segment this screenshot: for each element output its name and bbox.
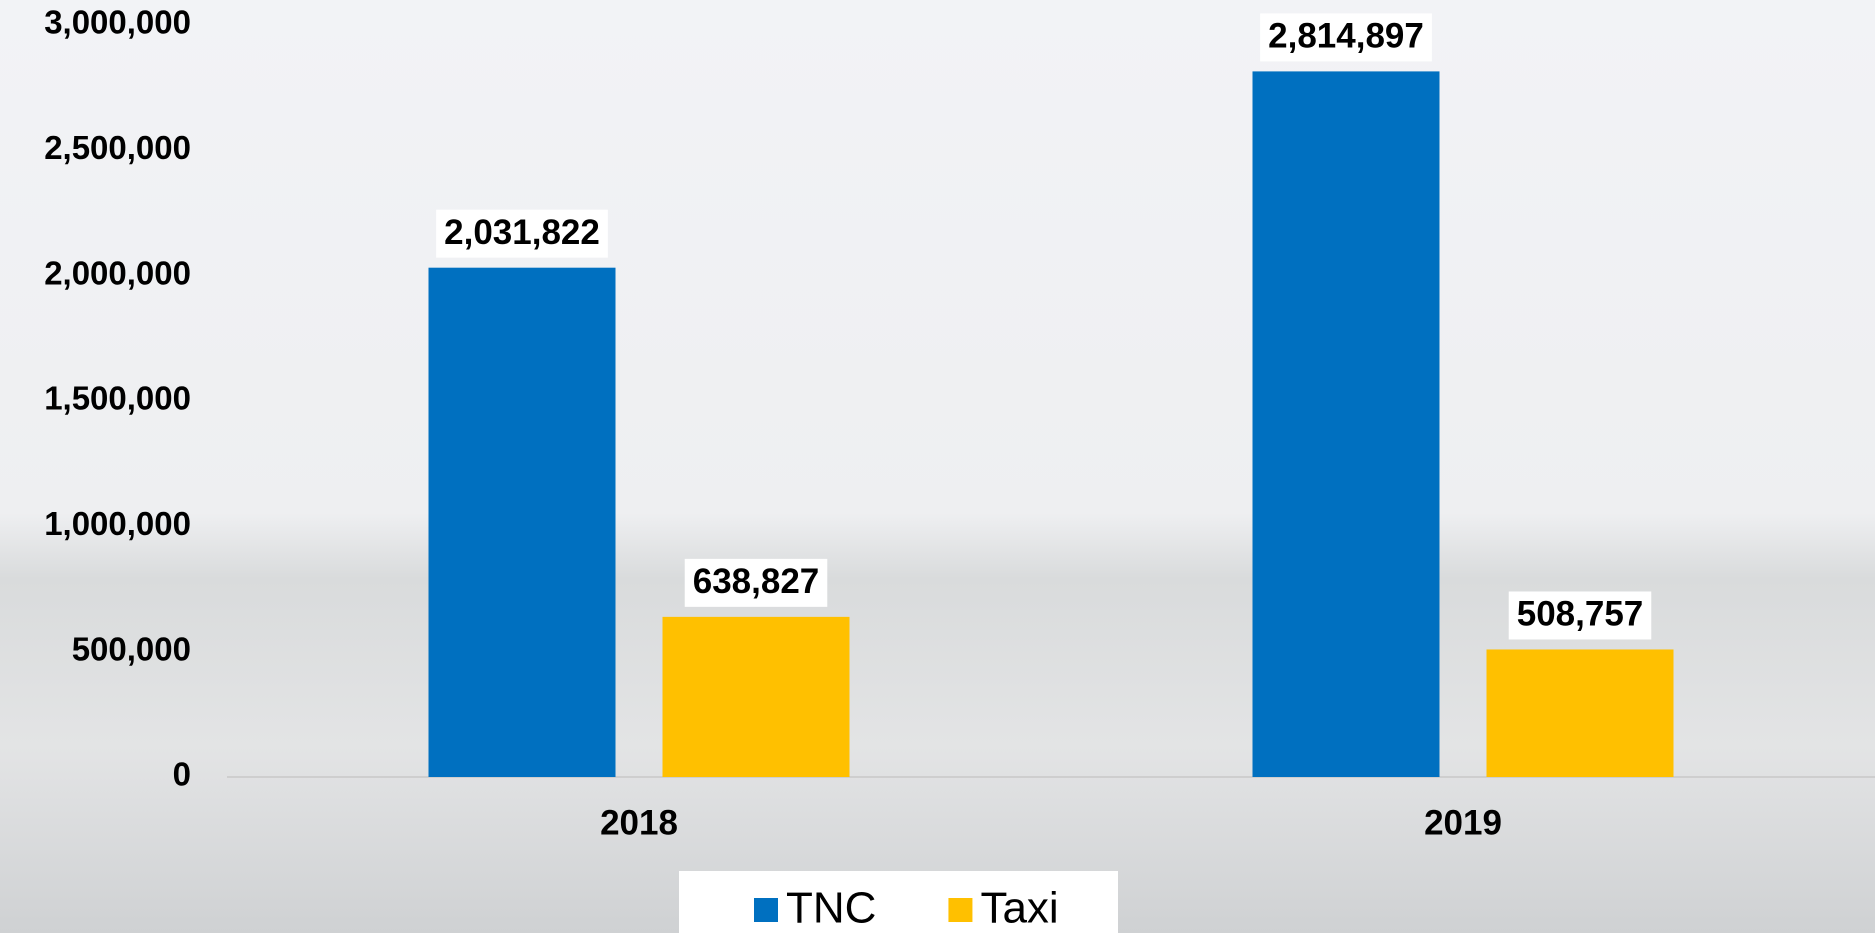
bar [428,267,616,777]
value-label-box [1260,13,1432,62]
legend-label: Taxi [980,884,1058,933]
y-tick-label: 2,500,000 [44,129,191,166]
legend-swatch [948,898,973,922]
bar [1486,649,1674,777]
y-tick-label: 2,000,000 [44,254,191,291]
y-tick-label: 500,000 [72,630,191,667]
value-label-box [1508,591,1652,640]
y-tick-label: 1,000,000 [44,505,191,542]
value-label: 638,827 [693,562,820,601]
value-label-box [684,558,828,607]
y-tick-label: 1,500,000 [44,380,191,417]
legend-box [679,871,1118,933]
legend-label: TNC [786,884,876,933]
bar [662,616,850,777]
value-label-box [436,209,608,258]
value-label: 2,814,897 [1268,17,1424,56]
bar [1252,71,1440,777]
legend-swatch [754,898,778,922]
x-tick-label: 2018 [600,803,678,842]
y-tick-label: 3,000,000 [44,4,191,41]
value-label: 2,031,822 [444,213,600,252]
y-tick-label: 0 [173,756,191,793]
x-tick-label: 2019 [1424,803,1502,842]
value-label: 508,757 [1517,595,1644,634]
